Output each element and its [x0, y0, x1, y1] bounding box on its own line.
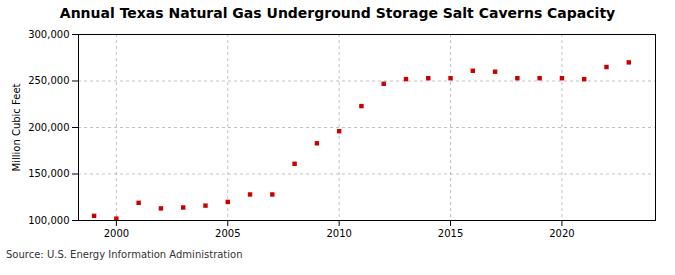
svg-text:300,000: 300,000 — [28, 29, 69, 40]
html-text:Annual Texas Natural Gas Under: Annual Texas Natural Gas Underground Sto… — [59, 5, 616, 21]
svg-text:2000: 2000 — [104, 228, 129, 239]
svg-text:150,000: 150,000 — [28, 168, 69, 179]
svg-text:2010: 2010 — [326, 228, 351, 239]
svg-text:2020: 2020 — [549, 228, 574, 239]
svg-text:2015: 2015 — [438, 228, 463, 239]
svg-text:200,000: 200,000 — [28, 122, 69, 133]
svg-text:250,000: 250,000 — [28, 75, 69, 86]
svg-text:2005: 2005 — [215, 228, 240, 239]
html-text:Source: U.S. Energy Informatio: Source: U.S. Energy Information Administ… — [6, 249, 243, 260]
svg-text:Million Cubic Feet: Million Cubic Feet — [11, 83, 22, 171]
svg-text:100,000: 100,000 — [28, 215, 69, 226]
